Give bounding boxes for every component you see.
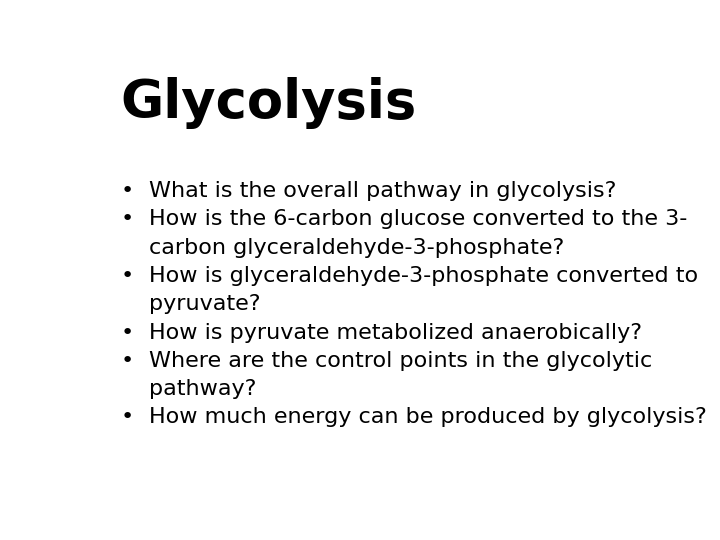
Text: pyruvate?: pyruvate? xyxy=(148,294,260,314)
Text: Glycolysis: Glycolysis xyxy=(121,77,417,129)
Text: Where are the control points in the glycolytic: Where are the control points in the glyc… xyxy=(148,351,652,371)
Text: carbon glyceraldehyde-3-phosphate?: carbon glyceraldehyde-3-phosphate? xyxy=(148,238,564,258)
Text: •: • xyxy=(121,210,134,230)
Text: How is pyruvate metabolized anaerobically?: How is pyruvate metabolized anaerobicall… xyxy=(148,322,642,342)
Text: •: • xyxy=(121,351,134,371)
Text: •: • xyxy=(121,266,134,286)
Text: •: • xyxy=(121,322,134,342)
Text: •: • xyxy=(121,407,134,428)
Text: How is glyceraldehyde-3-phosphate converted to: How is glyceraldehyde-3-phosphate conver… xyxy=(148,266,698,286)
Text: pathway?: pathway? xyxy=(148,379,256,399)
Text: •: • xyxy=(121,181,134,201)
Text: How much energy can be produced by glycolysis?: How much energy can be produced by glyco… xyxy=(148,407,706,428)
Text: How is the 6-carbon glucose converted to the 3-: How is the 6-carbon glucose converted to… xyxy=(148,210,687,230)
Text: What is the overall pathway in glycolysis?: What is the overall pathway in glycolysi… xyxy=(148,181,616,201)
